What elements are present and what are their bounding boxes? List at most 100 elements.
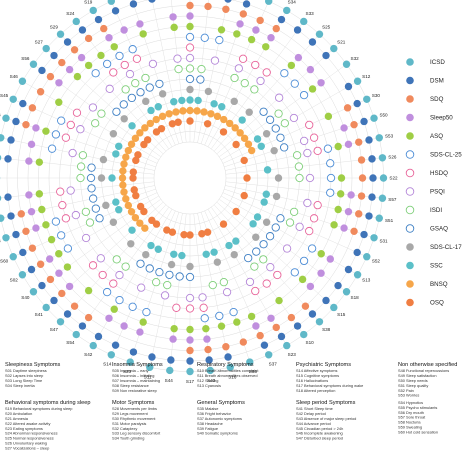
group-item: S28 Movements per limbs bbox=[112, 406, 157, 411]
data-point-asq bbox=[334, 142, 342, 151]
data-point-sleep50 bbox=[105, 314, 113, 322]
grid-spoke bbox=[207, 209, 287, 346]
data-point-asq bbox=[217, 322, 226, 330]
grid-spoke bbox=[210, 21, 304, 150]
spoke-label: S46 bbox=[10, 74, 19, 79]
grid-spoke bbox=[13, 192, 158, 257]
spoke-label: S02 bbox=[10, 277, 19, 282]
data-point-gsaq bbox=[271, 223, 280, 232]
data-point-asq bbox=[308, 85, 317, 93]
data-point-gsaq bbox=[119, 100, 128, 109]
data-point-ssc bbox=[238, 116, 246, 124]
data-point-asq bbox=[233, 30, 241, 38]
data-point-sds-cl-17 bbox=[142, 250, 150, 259]
data-point-asq bbox=[202, 324, 210, 333]
data-point-sleep50 bbox=[55, 79, 63, 87]
data-point-icsd bbox=[72, 330, 80, 339]
data-point-dsm bbox=[365, 136, 373, 144]
group-item: S44 Advance period bbox=[296, 421, 331, 426]
data-point-dsm bbox=[344, 82, 353, 91]
data-point-dsm bbox=[94, 332, 103, 341]
data-point-ssc bbox=[108, 174, 116, 182]
data-point-ssc bbox=[178, 96, 186, 105]
data-point-asq bbox=[186, 22, 194, 31]
data-point-ssc bbox=[178, 251, 186, 260]
spoke-label: S38 bbox=[322, 327, 331, 332]
data-point-sds-cl-25 bbox=[299, 256, 309, 266]
data-point-bnsq bbox=[136, 129, 144, 137]
data-points bbox=[0, 0, 388, 376]
data-point-bnsq bbox=[200, 108, 208, 116]
data-point-icsd bbox=[2, 234, 10, 242]
data-point-asq bbox=[63, 263, 72, 271]
data-point-gsaq bbox=[259, 107, 268, 116]
data-point-isdi bbox=[78, 151, 88, 160]
data-point-ssc bbox=[154, 103, 162, 111]
data-point-sdq bbox=[28, 104, 37, 112]
data-point-hsdq bbox=[305, 226, 314, 236]
data-point-osq bbox=[243, 174, 251, 182]
data-point-isdi bbox=[197, 64, 206, 74]
data-point-isdi bbox=[274, 109, 283, 118]
data-point-sleep50 bbox=[25, 191, 33, 199]
spoke-label: S50 bbox=[379, 113, 388, 118]
data-point-hsdq bbox=[172, 303, 181, 312]
data-point-sleep50 bbox=[120, 322, 128, 330]
data-point-dsm bbox=[4, 193, 12, 201]
data-point-dsm bbox=[242, 0, 251, 8]
data-point-ssc bbox=[128, 226, 136, 234]
data-point-gsaq bbox=[95, 214, 104, 223]
group-item: S46 Incomplete awakening bbox=[296, 431, 343, 436]
data-point-osq bbox=[203, 120, 212, 128]
data-point-sleep50 bbox=[46, 255, 54, 263]
data-point-asq bbox=[42, 221, 50, 229]
data-point-osq bbox=[132, 156, 140, 165]
data-point-gsaq bbox=[279, 143, 289, 152]
data-point-gsaq bbox=[185, 272, 195, 282]
data-point-osq bbox=[129, 174, 137, 182]
data-point-hsdq bbox=[66, 120, 75, 130]
data-point-asq bbox=[336, 190, 345, 198]
data-point-isdi bbox=[230, 73, 239, 83]
legend-label: BNSQ bbox=[430, 281, 448, 288]
grid-spoke bbox=[225, 137, 380, 171]
data-point-asq bbox=[84, 61, 93, 70]
data-point-icsd bbox=[206, 366, 214, 375]
group-item: S58 Nocturia bbox=[398, 420, 421, 425]
data-point-sdq bbox=[355, 138, 363, 146]
data-point-icsd bbox=[42, 303, 50, 312]
data-point-asq bbox=[38, 205, 46, 214]
data-point-dsm bbox=[19, 248, 27, 257]
spoke-label: S43 bbox=[207, 378, 216, 383]
data-point-sdq bbox=[186, 346, 194, 355]
spoke-label: S37 bbox=[269, 362, 278, 367]
grid-spoke bbox=[225, 185, 380, 219]
data-point-icsd bbox=[0, 154, 2, 161]
data-point-icsd bbox=[126, 358, 134, 366]
data-point-sds-cl-17 bbox=[142, 97, 150, 106]
legend-marker bbox=[406, 132, 414, 140]
grid-spoke bbox=[22, 195, 159, 275]
data-point-sds-cl-25 bbox=[290, 268, 299, 277]
data-point-psqi bbox=[71, 210, 81, 220]
data-point-asq bbox=[337, 174, 346, 182]
legend-label: SDQ bbox=[430, 96, 444, 103]
grid-spoke bbox=[193, 213, 211, 371]
grid-spoke bbox=[60, 204, 167, 322]
data-point-dsm bbox=[167, 356, 175, 364]
data-point-psqi bbox=[305, 173, 315, 183]
data-point-bnsq bbox=[127, 208, 136, 216]
data-point-sds-cl-25 bbox=[128, 45, 137, 54]
data-point-psqi bbox=[222, 287, 232, 297]
data-point-osq bbox=[240, 191, 248, 200]
data-point-sleep50 bbox=[317, 269, 325, 277]
data-point-gsaq bbox=[87, 163, 96, 172]
data-point-osq bbox=[130, 186, 138, 194]
data-point-sds-cl-25 bbox=[142, 307, 151, 317]
data-point-sds-cl-25 bbox=[102, 59, 112, 69]
data-point-sds-cl-17 bbox=[213, 258, 222, 266]
data-point-sds-cl-25 bbox=[323, 144, 333, 153]
spoke-label: S12 bbox=[362, 74, 371, 79]
data-point-sdq bbox=[357, 192, 366, 200]
